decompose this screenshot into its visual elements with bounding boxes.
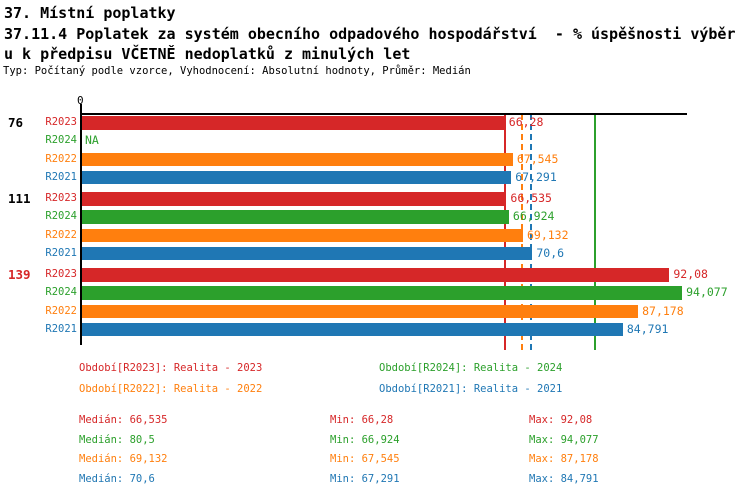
bar-76-R2021 [82, 170, 512, 185]
bar-139-R2024 [82, 286, 683, 300]
bar-series-label: R2021 [45, 246, 77, 259]
bar-series-label: R2024 [45, 210, 77, 223]
bar-111-R2022 [82, 228, 523, 243]
bar-series-label: R2022 [45, 228, 77, 241]
group-label: 111 [8, 191, 31, 206]
y-axis-line [80, 113, 82, 345]
bar-139-R2021 [82, 322, 623, 337]
stat-median-R2021: Medián: 70,6 [79, 473, 155, 486]
stat-min-R2023: Min: 66,28 [330, 414, 394, 426]
legend-item-R2023: Období[R2023]: Realita - 2023 [79, 362, 263, 374]
group-label: 139 [8, 267, 31, 282]
median-line-R2024 [593, 114, 596, 350]
bar-series-label: R2023 [45, 116, 77, 128]
x-axis-line [80, 113, 687, 115]
report-section-title: 37. Místní poplatky [4, 4, 176, 22]
stat-median-R2022: Medián: 69,132 [79, 453, 168, 466]
stat-max-R2023: Max: 92,08 [529, 414, 593, 426]
bar-series-label: R2021 [45, 322, 77, 335]
bar-139-R2023 [82, 268, 670, 282]
median-line-R2021 [530, 114, 533, 350]
bar-value-label: 84,791 [626, 321, 669, 336]
bar-111-R2023 [82, 192, 507, 206]
bar-value-label: 66,924 [512, 209, 555, 224]
legend-item-R2021: Období[R2021]: Realita - 2021 [379, 383, 563, 395]
bar-value-label: 69,132 [526, 227, 569, 242]
bar-value-label: NA [85, 133, 99, 148]
group-label: 76 [8, 115, 24, 130]
bar-value-label: 70,6 [536, 245, 565, 260]
stat-min-R2024: Min: 66,924 [330, 433, 400, 446]
x-axis-zero-label: 0 [77, 94, 84, 107]
bar-series-label: R2024 [45, 134, 77, 147]
bar-series-label: R2023 [45, 192, 77, 204]
stat-median-R2023: Medián: 66,535 [79, 414, 168, 426]
stat-min-R2021: Min: 67,291 [330, 473, 400, 486]
indicator-title-line1: 37.11.4 Poplatek za systém obecního odpa… [4, 25, 736, 43]
bar-value-label: 94,077 [686, 285, 728, 300]
legend-item-R2024: Období[R2024]: Realita - 2024 [379, 362, 563, 374]
bar-series-label: R2022 [45, 304, 77, 317]
bar-series-label: R2021 [45, 170, 77, 183]
legend-item-R2022: Období[R2022]: Realita - 2022 [79, 383, 263, 395]
bar-value-label: 87,178 [642, 303, 684, 318]
bar-value-label: 67,545 [516, 151, 559, 166]
bar-value-label: 92,08 [673, 267, 708, 281]
stat-median-R2024: Medián: 80,5 [79, 433, 155, 446]
bar-series-label: R2022 [45, 152, 77, 165]
bar-139-R2022 [82, 304, 639, 319]
bar-series-label: R2024 [45, 286, 77, 299]
bar-series-label: R2023 [45, 268, 77, 280]
bar-chart: 0 76 R2023 66,28 R2024 NA R2022 67,545 R2021 67,2… [8, 94, 728, 350]
stat-max-R2024: Max: 94,077 [529, 433, 599, 446]
stat-max-R2021: Max: 84,791 [529, 473, 599, 486]
bar-76-R2022 [82, 152, 513, 167]
bar-value-label: 66,28 [508, 115, 544, 129]
stat-max-R2022: Max: 87,178 [529, 453, 599, 466]
indicator-title-line2: u k předpisu VČETNĚ nedoplatků z minulýc… [4, 45, 411, 63]
stat-min-R2022: Min: 67,545 [330, 453, 400, 466]
x-axis-zero-tick [80, 104, 82, 114]
bar-76-R2023 [82, 116, 505, 130]
bar-value-label: 66,535 [510, 191, 552, 205]
report-meta-line: Typ: Počítaný podle vzorce, Vyhodnocení:… [3, 65, 471, 77]
bar-111-R2021 [82, 246, 533, 261]
bar-value-label: 67,291 [515, 169, 557, 184]
bar-111-R2024 [82, 210, 509, 224]
